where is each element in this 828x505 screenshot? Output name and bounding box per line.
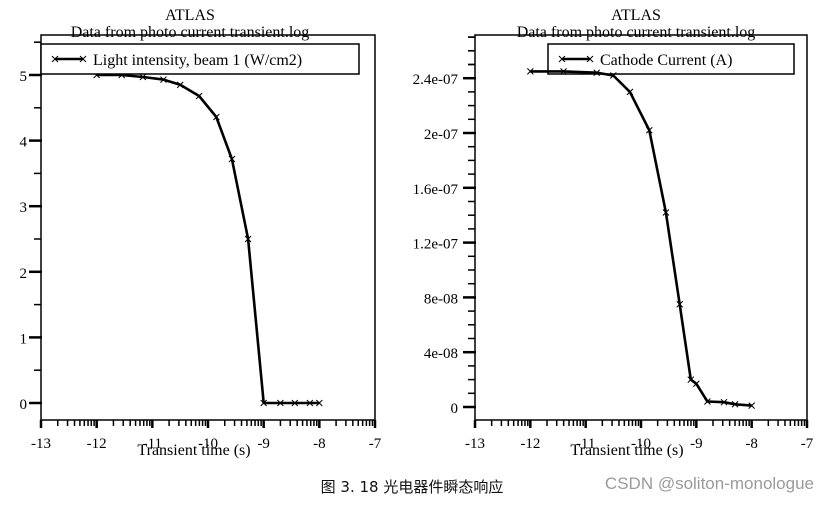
legend-marker <box>558 55 594 63</box>
x-tick-label: -7 <box>369 436 382 452</box>
y-tick-label: 1.6e-07 <box>413 182 459 198</box>
data-point-marker <box>687 376 695 383</box>
y-tick-label: 2e-07 <box>424 127 459 143</box>
y-tick-label: 3 <box>20 200 28 216</box>
y-tick-label: 4 <box>20 135 28 151</box>
data-point-marker <box>139 73 147 81</box>
y-tick-label: 0 <box>451 401 459 417</box>
data-point-marker <box>176 81 184 89</box>
x-tick-label: -12 <box>87 436 107 452</box>
data-point-marker <box>692 380 700 388</box>
y-tick-label: 0 <box>20 397 28 413</box>
y-tick-label: 1 <box>20 331 28 347</box>
data-point-marker <box>704 398 711 405</box>
y-tick-label: 1.2e-07 <box>413 237 459 253</box>
data-point-marker <box>645 126 653 134</box>
data-point-marker <box>160 76 167 83</box>
data-point-marker <box>626 88 634 96</box>
watermark: CSDN @soliton-monologue <box>604 474 814 493</box>
x-tick-label: -9 <box>690 436 703 452</box>
legend-marker <box>51 55 87 63</box>
x-tick-label: -8 <box>745 436 758 452</box>
data-point-marker <box>195 92 203 100</box>
legend-label: Light intensity, beam 1 (W/cm2) <box>93 52 302 69</box>
x-tick-label: -13 <box>31 436 51 452</box>
data-line <box>96 73 320 405</box>
y-tick-label: 8e-08 <box>424 291 458 307</box>
y-tick-label: 2.4e-07 <box>413 72 459 88</box>
x-tick-label: -7 <box>801 436 814 452</box>
data-point-marker <box>260 399 268 407</box>
x-tick-label: -9 <box>257 436 270 452</box>
data-point-marker <box>526 67 534 75</box>
data-point-marker <box>731 400 739 408</box>
x-tick-label: -10 <box>198 436 218 452</box>
plot-frame <box>40 34 376 421</box>
chart-title: ATLAS <box>611 7 661 24</box>
data-point-marker <box>748 402 756 409</box>
x-axis-label: Transient time (s) <box>137 442 250 459</box>
x-tick-label: -12 <box>520 436 540 452</box>
y-tick-label: 2 <box>20 266 28 282</box>
x-tick-label: -13 <box>465 436 485 452</box>
x-tick-label: -11 <box>576 436 595 452</box>
data-point-marker <box>662 209 670 216</box>
x-tick-label: -8 <box>313 436 326 452</box>
legend: Cathode Current (A) <box>547 43 795 75</box>
data-point-marker <box>291 399 299 407</box>
data-point-marker <box>244 235 252 243</box>
data-point-marker <box>212 113 220 121</box>
y-tick-label: 4e-08 <box>424 346 458 362</box>
chart-subtitle: Data from photo current transient.log <box>71 24 310 41</box>
data-point-marker <box>720 398 728 406</box>
data-point-marker <box>676 300 684 308</box>
x-tick-label: -11 <box>143 436 162 452</box>
legend-box <box>547 43 795 75</box>
data-point-marker <box>306 399 314 407</box>
plot-frame <box>474 34 808 421</box>
legend-label: Cathode Current (A) <box>600 52 732 69</box>
figure-caption: 图 3. 18 光电器件瞬态响应 <box>0 476 828 497</box>
chart-title: ATLAS <box>165 7 215 24</box>
data-point-marker <box>315 399 323 407</box>
caption-text: 图 3. 18 光电器件瞬态响应 <box>320 478 504 496</box>
data-line <box>530 70 752 407</box>
data-point-marker <box>277 399 284 407</box>
legend: Light intensity, beam 1 (W/cm2) <box>40 43 360 75</box>
legend-box <box>40 43 360 75</box>
x-tick-label: -10 <box>631 436 651 452</box>
chart-subtitle: Data from photo current transient.log <box>517 24 756 41</box>
x-axis-label: Transient time (s) <box>570 442 683 459</box>
data-point-marker <box>228 155 236 163</box>
y-tick-label: 5 <box>20 69 28 85</box>
